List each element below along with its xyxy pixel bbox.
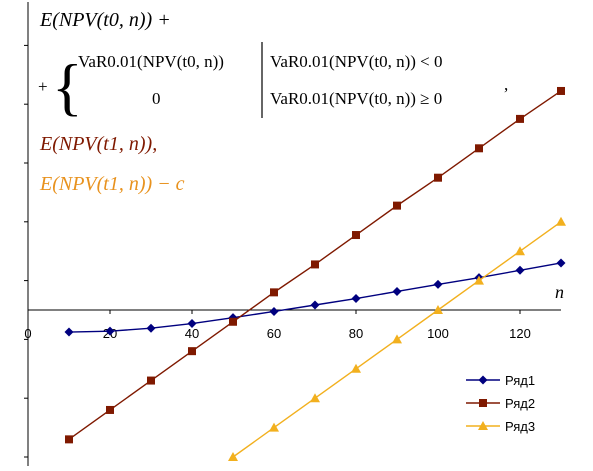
data-point <box>392 334 402 344</box>
x-tick-label: 120 <box>509 326 531 341</box>
legend: Ряд1 Ряд2 Ряд3 <box>466 373 535 434</box>
data-point <box>311 260 319 269</box>
series-3 <box>228 216 566 461</box>
formula-cond-2: VaR0.01(NPV(t0, n)) ≥ 0 <box>270 89 442 108</box>
series-line <box>68 262 562 333</box>
x-tick-label: 40 <box>185 326 199 341</box>
data-point <box>392 286 402 296</box>
data-point <box>352 231 360 240</box>
data-point <box>310 300 320 310</box>
data-point <box>556 216 566 226</box>
data-point <box>434 173 442 182</box>
legend-item-1: Ряд1 <box>466 373 535 388</box>
formula-line-3: E(NPV(t1, n)), <box>39 133 157 155</box>
formula-cond-1: VaR0.01(NPV(t0, n)) < 0 <box>270 52 443 71</box>
data-point <box>106 405 114 414</box>
data-point <box>474 275 484 285</box>
legend-label: Ряд3 <box>505 419 535 434</box>
legend-marker <box>478 375 488 385</box>
formula-line-1: E(NPV(t0, n)) + <box>39 9 171 31</box>
data-point <box>229 317 237 326</box>
formula-left-brace: { <box>52 51 83 122</box>
data-point <box>146 323 156 333</box>
axes: 020406080100120n <box>24 2 564 466</box>
legend-marker <box>478 421 488 430</box>
data-point <box>557 86 565 95</box>
legend-item-2: Ряд2 <box>466 396 535 411</box>
data-point <box>351 294 361 304</box>
data-point <box>516 114 524 123</box>
data-point <box>310 393 320 403</box>
legend-item-3: Ряд3 <box>466 419 535 434</box>
data-point <box>105 326 115 336</box>
formula-comma: , <box>504 75 508 94</box>
formula-plus-sign: + <box>38 77 48 96</box>
formula-line-4: E(NPV(t1, n)) − c <box>39 173 185 195</box>
data-point <box>475 144 483 153</box>
series-2 <box>65 86 565 444</box>
x-tick-label: 80 <box>349 326 363 341</box>
data-point <box>187 319 197 329</box>
data-point <box>269 422 279 432</box>
formula-annotations: E(NPV(t0, n)) + + { VaR0.01(NPV(t0, n)) … <box>38 9 508 195</box>
formula-case-top: VaR0.01(NPV(t0, n)) <box>78 52 224 71</box>
legend-label: Ряд2 <box>505 396 535 411</box>
data-point <box>351 363 361 373</box>
data-point <box>269 306 279 316</box>
data-point <box>188 347 196 356</box>
data-point <box>147 376 155 385</box>
data-point <box>64 327 74 337</box>
x-axis-label: n <box>555 282 564 302</box>
data-point <box>515 246 525 256</box>
x-tick-label: 60 <box>267 326 281 341</box>
data-point <box>393 201 401 210</box>
data-point <box>65 435 73 444</box>
data-point <box>433 305 443 314</box>
data-point <box>433 279 443 289</box>
series-layer <box>64 86 566 461</box>
series-1 <box>64 258 566 337</box>
legend-marker <box>479 399 487 407</box>
data-point <box>515 265 525 275</box>
x-tick-label: 100 <box>427 326 449 341</box>
x-tick-label: 0 <box>24 326 31 341</box>
data-point <box>270 288 278 297</box>
formula-case-bottom: 0 <box>152 89 161 108</box>
data-point <box>556 258 566 268</box>
data-point <box>228 452 238 461</box>
legend-label: Ряд1 <box>505 373 535 388</box>
